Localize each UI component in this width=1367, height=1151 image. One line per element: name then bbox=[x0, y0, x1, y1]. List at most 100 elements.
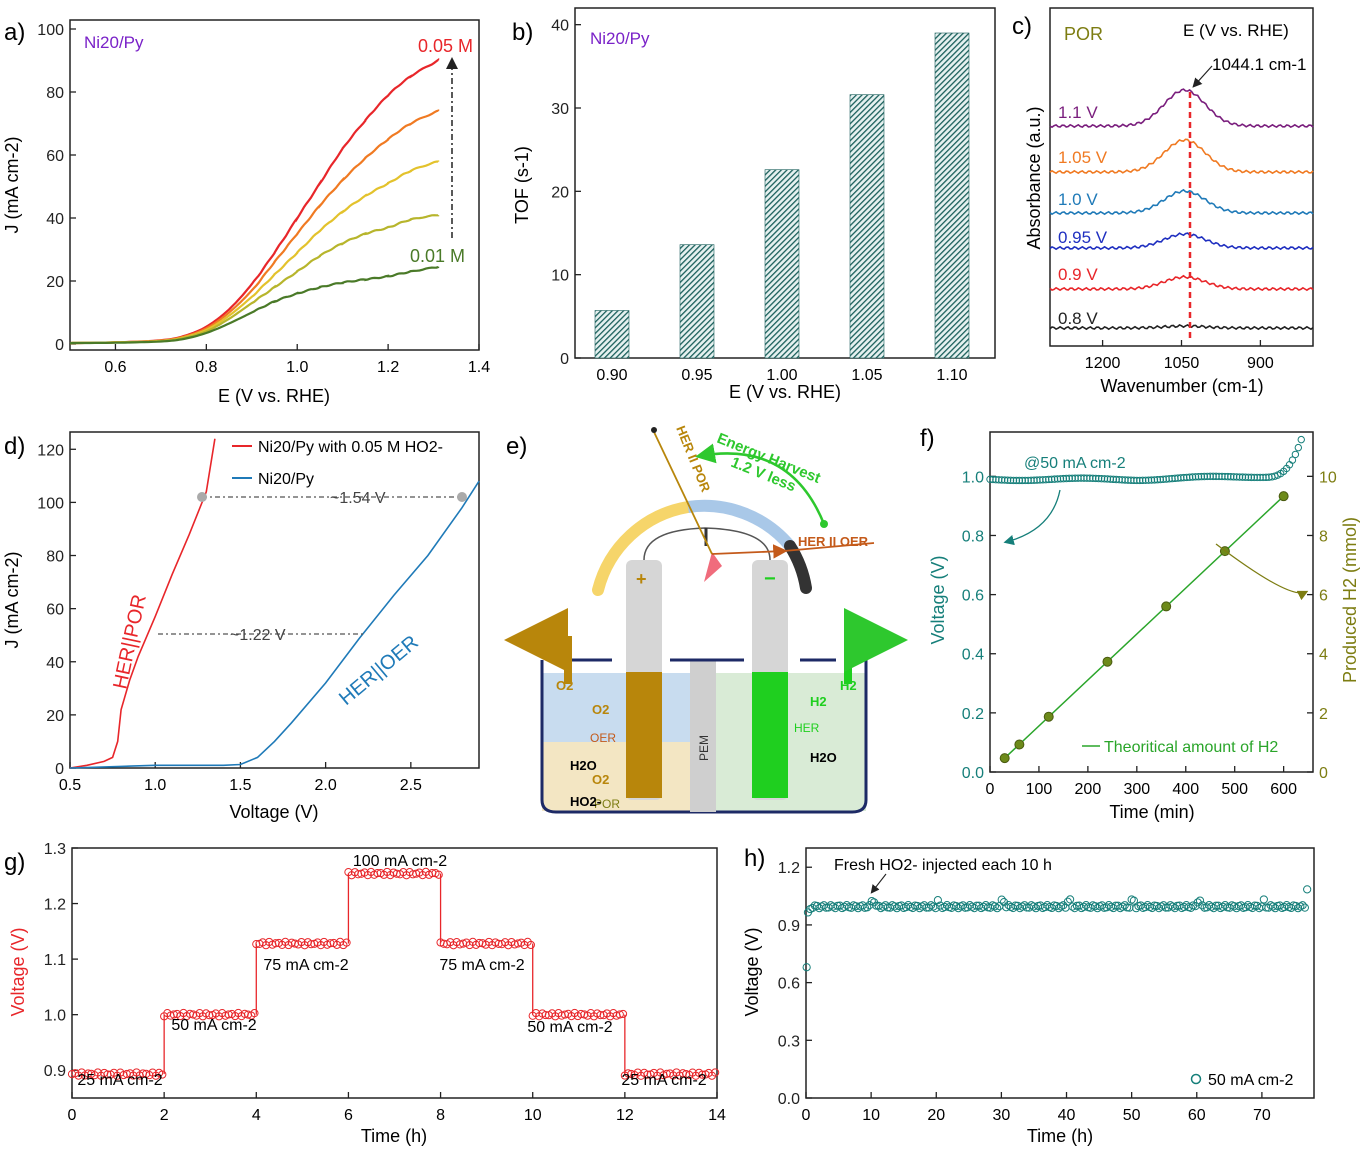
panel-b-xtick-label: 0.95 bbox=[681, 367, 712, 384]
panel-f-voltage-point bbox=[1250, 473, 1258, 482]
panel-b-xlabel: E (V vs. RHE) bbox=[729, 382, 841, 402]
panel-h-voltage-point bbox=[1120, 901, 1129, 910]
panel-f-voltage-point bbox=[1294, 443, 1303, 452]
panel-f-voltage-point bbox=[1127, 476, 1135, 484]
her-oer-label: HER II OER bbox=[798, 534, 869, 549]
panel-f-voltage-point bbox=[1238, 473, 1247, 481]
panel-h-voltage-point bbox=[1063, 897, 1072, 906]
panel-c-xtick-label: 1050 bbox=[1164, 355, 1200, 372]
panel-g-ylabel: Voltage (V) bbox=[8, 927, 28, 1016]
panel-f-h2-point bbox=[1102, 656, 1113, 667]
panel-f-voltage-point bbox=[1291, 450, 1300, 459]
panel-f-h2-point bbox=[1014, 739, 1025, 750]
panel-g-ytick-label: 1.3 bbox=[44, 841, 66, 858]
panel-g-xtick-label: 4 bbox=[252, 1107, 261, 1124]
panel-f-y2tick-label: 10 bbox=[1319, 469, 1337, 486]
panel-h-xtick-label: 20 bbox=[927, 1107, 945, 1124]
panel-f-voltage-point bbox=[1089, 474, 1097, 482]
por-ho2-label: HO2- bbox=[570, 794, 601, 809]
panel-f-voltage-point bbox=[1218, 472, 1226, 481]
panel-c-spectrum-line bbox=[1049, 138, 1314, 175]
panel-g-voltage-point bbox=[459, 939, 468, 948]
panel-f-voltage-point bbox=[1230, 473, 1238, 481]
por-reaction-label: POR bbox=[594, 797, 620, 811]
panel-f-condition-label: @50 mA cm-2 bbox=[1024, 455, 1126, 472]
por-o2-label: O2 bbox=[592, 772, 609, 787]
panel-c-spectrum-line bbox=[1049, 323, 1314, 331]
panel-f-voltage-point bbox=[1244, 473, 1253, 482]
panel-a-xtick-label: 1.0 bbox=[286, 359, 308, 376]
panel-h-voltage-point bbox=[863, 903, 872, 912]
panel-a-series-line bbox=[69, 160, 440, 345]
panel-c-xtick-label: 1200 bbox=[1085, 355, 1121, 372]
panel-label-f: f) bbox=[920, 425, 935, 452]
panel-f-voltage-point bbox=[1150, 476, 1159, 484]
panel-f-voltage-point bbox=[1133, 476, 1141, 485]
panel-label-h: h) bbox=[744, 845, 765, 872]
panel-g-xtick-label: 14 bbox=[708, 1107, 726, 1124]
panel-g-ytick-label: 1.0 bbox=[44, 1008, 66, 1025]
panel-f-h2-axis-arrow bbox=[1215, 543, 1309, 601]
panel-f-voltage-point bbox=[1062, 474, 1071, 483]
panel-f-voltage-point bbox=[1047, 475, 1056, 483]
panel-a-xtick-label: 1.4 bbox=[468, 359, 490, 376]
panel-h-xlabel: Time (h) bbox=[1027, 1126, 1093, 1146]
panel-b-bar bbox=[764, 169, 800, 359]
panel-label-d: d) bbox=[4, 433, 25, 460]
oer-o2-label: O2 bbox=[592, 702, 609, 717]
panel-f-xlabel: Time (min) bbox=[1109, 802, 1194, 822]
oer-h2o-label: H2O bbox=[570, 758, 597, 773]
panel-c-chart: 1200 1050 900 1.1 V 1.05 V 1.0 V 0.95 V 0.9 V 0… bbox=[1024, 7, 1314, 396]
panel-f-voltage-point bbox=[1162, 475, 1170, 483]
panel-f-voltage-point bbox=[1200, 472, 1209, 481]
panel-f-y2label: Produced H2 (mmol) bbox=[1340, 517, 1360, 683]
panel-h-frame bbox=[805, 847, 1315, 1099]
panel-label-a: a) bbox=[4, 19, 25, 46]
panel-f-voltage-point bbox=[1227, 473, 1235, 481]
panel-f-voltage-point bbox=[1247, 473, 1256, 482]
panel-f-xtick-label: 100 bbox=[1026, 781, 1053, 798]
panel-f-voltage-point bbox=[1083, 474, 1091, 482]
panel-d-ytick-label: 80 bbox=[46, 549, 64, 566]
panel-f-voltage-point bbox=[1144, 476, 1153, 484]
panel-h-xtick-label: 60 bbox=[1188, 1107, 1206, 1124]
panel-f-voltage-point bbox=[995, 476, 1003, 484]
panel-b-ytick-label: 20 bbox=[551, 184, 569, 201]
panel-d-ylabel: J (mA cm-2) bbox=[2, 552, 22, 649]
panel-g-voltage-point bbox=[615, 1010, 624, 1019]
anode-electrode bbox=[626, 672, 662, 798]
panel-d-xtick-label: 1.5 bbox=[229, 777, 251, 794]
panel-f-voltage-point bbox=[1209, 472, 1217, 481]
panel-c-series-label: 0.9 V bbox=[1058, 265, 1098, 284]
panel-f-voltage-point bbox=[1224, 472, 1232, 481]
panel-f-voltage-point bbox=[1033, 476, 1041, 484]
panel-c-xtick-label: 900 bbox=[1247, 355, 1274, 372]
panel-d-gap-point-blue bbox=[457, 492, 467, 502]
panel-f-voltage-point bbox=[1147, 476, 1156, 484]
panel-c-series-label: 1.05 V bbox=[1058, 148, 1108, 167]
panel-f-voltage-point bbox=[1185, 473, 1194, 481]
panel-f-voltage-point bbox=[1036, 476, 1044, 484]
panel-g-xtick-label: 2 bbox=[160, 1107, 169, 1124]
panel-f-xtick-label: 500 bbox=[1221, 781, 1248, 798]
panel-b-chart: 0.90 0.95 1.00 1.05 1.10 0 10 20 30 40 Ni20/Py E … bbox=[512, 7, 996, 402]
panel-f-voltage-point bbox=[998, 476, 1006, 484]
panel-label-b: b) bbox=[512, 19, 533, 46]
panel-f-voltage-point bbox=[1065, 474, 1073, 483]
panel-f-voltage-point bbox=[1124, 476, 1132, 484]
panel-d-ytick-label: 40 bbox=[46, 655, 64, 672]
panel-h-xtick-label: 10 bbox=[862, 1107, 880, 1124]
panel-f-voltage-point bbox=[1180, 473, 1188, 482]
panel-f-voltage-point bbox=[1297, 435, 1305, 444]
anode-plus-sign: + bbox=[636, 569, 647, 589]
panel-f-voltage-point bbox=[1006, 476, 1015, 485]
panel-a-xtick-label: 0.8 bbox=[195, 359, 217, 376]
oer-arc bbox=[784, 540, 812, 594]
panel-g-voltage-point bbox=[682, 1069, 691, 1079]
panel-c-title: POR bbox=[1064, 24, 1103, 44]
panel-g-voltage-point bbox=[342, 938, 351, 947]
panel-f-voltage-point bbox=[1235, 473, 1244, 481]
panel-f-voltage-point bbox=[1241, 473, 1250, 481]
panel-f-voltage-point bbox=[1103, 475, 1112, 483]
panel-f-legend-text: Theoritical amount of H2 bbox=[1104, 739, 1278, 756]
